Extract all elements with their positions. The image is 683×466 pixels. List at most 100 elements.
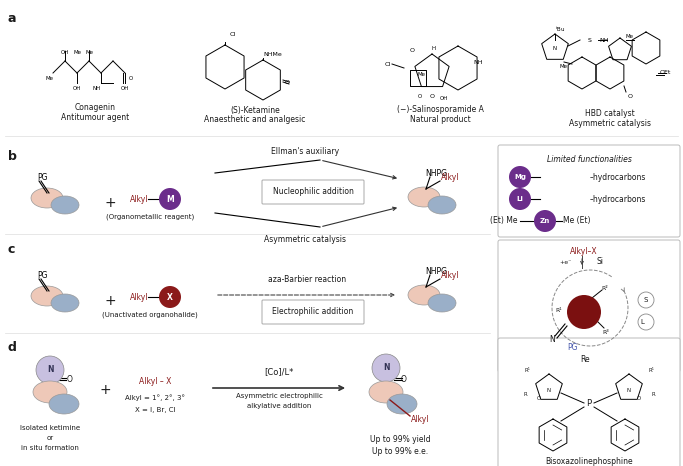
Text: NHPG: NHPG bbox=[425, 267, 447, 275]
Text: Alkyl – X: Alkyl – X bbox=[139, 377, 171, 386]
Text: OH: OH bbox=[121, 87, 129, 91]
Circle shape bbox=[638, 314, 654, 330]
Text: O: O bbox=[418, 94, 422, 98]
Text: Me: Me bbox=[85, 50, 93, 55]
Text: Alkyl: Alkyl bbox=[441, 270, 459, 280]
FancyBboxPatch shape bbox=[262, 300, 364, 324]
Text: HBD catalyst: HBD catalyst bbox=[585, 109, 635, 117]
Text: OEt: OEt bbox=[659, 70, 671, 75]
Text: alkylative addition: alkylative addition bbox=[247, 403, 311, 409]
Text: Me: Me bbox=[418, 71, 426, 76]
Text: Antitumour agent: Antitumour agent bbox=[61, 112, 129, 122]
Text: Me: Me bbox=[626, 34, 634, 39]
Ellipse shape bbox=[33, 381, 67, 403]
Text: OH: OH bbox=[440, 96, 448, 101]
Circle shape bbox=[638, 292, 654, 308]
Text: O: O bbox=[67, 376, 73, 384]
Text: NH: NH bbox=[473, 60, 483, 64]
Text: N: N bbox=[553, 46, 557, 50]
Text: –hydrocarbons: –hydrocarbons bbox=[590, 194, 646, 204]
FancyBboxPatch shape bbox=[498, 145, 680, 237]
Text: Me: Me bbox=[45, 76, 53, 82]
Text: Cl: Cl bbox=[230, 32, 236, 36]
Text: O: O bbox=[129, 75, 133, 81]
Text: X: X bbox=[167, 293, 173, 302]
Ellipse shape bbox=[408, 187, 440, 207]
Circle shape bbox=[159, 286, 181, 308]
Text: Asymmetric catalysis: Asymmetric catalysis bbox=[264, 234, 346, 244]
Text: NH: NH bbox=[599, 37, 609, 42]
Text: +: + bbox=[104, 196, 116, 210]
Circle shape bbox=[159, 188, 181, 210]
Text: d: d bbox=[8, 341, 17, 354]
Text: L: L bbox=[640, 319, 644, 325]
Ellipse shape bbox=[31, 286, 63, 306]
Circle shape bbox=[509, 166, 531, 188]
Text: Alkyl: Alkyl bbox=[130, 194, 148, 204]
Text: H: H bbox=[432, 46, 436, 50]
Text: OH: OH bbox=[73, 87, 81, 91]
Circle shape bbox=[534, 210, 556, 232]
Circle shape bbox=[372, 354, 400, 382]
Text: X = I, Br, Cl: X = I, Br, Cl bbox=[135, 407, 176, 413]
Text: Li: Li bbox=[516, 196, 523, 202]
Text: PG: PG bbox=[567, 343, 577, 352]
Text: Up to 99% e.e.: Up to 99% e.e. bbox=[372, 446, 428, 455]
Text: R: R bbox=[523, 391, 527, 397]
Text: R¹: R¹ bbox=[648, 368, 654, 372]
Ellipse shape bbox=[31, 188, 63, 208]
Text: O: O bbox=[637, 396, 641, 400]
Text: Electrophilic addition: Electrophilic addition bbox=[273, 308, 354, 316]
Text: Nucleophilic addition: Nucleophilic addition bbox=[273, 187, 353, 197]
Text: +e⁻: +e⁻ bbox=[559, 260, 572, 265]
Text: O: O bbox=[430, 94, 434, 98]
Text: (−)-Salinosporamide A: (−)-Salinosporamide A bbox=[397, 105, 484, 115]
Text: b: b bbox=[8, 150, 17, 163]
Text: Asymmetric catalysis: Asymmetric catalysis bbox=[569, 118, 651, 128]
Text: Mg: Mg bbox=[514, 174, 526, 180]
Text: c: c bbox=[8, 243, 16, 256]
FancyBboxPatch shape bbox=[262, 180, 364, 204]
Text: R: R bbox=[651, 391, 655, 397]
Text: +: + bbox=[99, 383, 111, 397]
Ellipse shape bbox=[408, 285, 440, 305]
Text: OH: OH bbox=[61, 50, 69, 55]
Text: N: N bbox=[382, 363, 389, 372]
Text: Ellman's auxiliary: Ellman's auxiliary bbox=[271, 146, 339, 156]
Text: Up to 99% yield: Up to 99% yield bbox=[370, 436, 430, 445]
Text: Alkyl: Alkyl bbox=[441, 172, 459, 181]
Text: (Et) Me: (Et) Me bbox=[490, 217, 518, 226]
Circle shape bbox=[567, 295, 601, 329]
FancyBboxPatch shape bbox=[498, 338, 680, 466]
Text: N: N bbox=[547, 388, 551, 392]
Text: O: O bbox=[537, 396, 541, 400]
Text: +: + bbox=[104, 294, 116, 308]
Text: O: O bbox=[410, 48, 415, 53]
Text: Limited functionalities: Limited functionalities bbox=[546, 155, 632, 164]
Text: aza-Barbier reaction: aza-Barbier reaction bbox=[268, 274, 346, 283]
Text: Me: Me bbox=[73, 50, 81, 55]
Text: (S)-Ketamine: (S)-Ketamine bbox=[230, 105, 280, 115]
Text: S: S bbox=[588, 37, 592, 42]
Text: Alkyl: Alkyl bbox=[130, 293, 148, 302]
Circle shape bbox=[509, 188, 531, 210]
Text: Zn: Zn bbox=[540, 218, 550, 224]
Text: or: or bbox=[46, 435, 53, 441]
Text: a: a bbox=[8, 12, 16, 25]
Text: NHMe: NHMe bbox=[264, 52, 282, 56]
Ellipse shape bbox=[428, 196, 456, 214]
Text: Bisoxazolinephosphine: Bisoxazolinephosphine bbox=[545, 458, 633, 466]
Ellipse shape bbox=[49, 394, 79, 414]
Text: N: N bbox=[46, 365, 53, 375]
Text: S: S bbox=[644, 297, 648, 303]
Text: O: O bbox=[401, 376, 407, 384]
Text: Me: Me bbox=[560, 63, 568, 69]
Text: Natural product: Natural product bbox=[410, 116, 471, 124]
Text: N: N bbox=[627, 388, 631, 392]
FancyBboxPatch shape bbox=[498, 240, 680, 372]
Text: Alkyl = 1°, 2°, 3°: Alkyl = 1°, 2°, 3° bbox=[125, 395, 185, 401]
Text: O: O bbox=[628, 94, 632, 98]
Text: NHPG: NHPG bbox=[425, 169, 447, 178]
Text: (Unactivated organohalide): (Unactivated organohalide) bbox=[102, 312, 198, 318]
Text: M: M bbox=[166, 194, 174, 204]
